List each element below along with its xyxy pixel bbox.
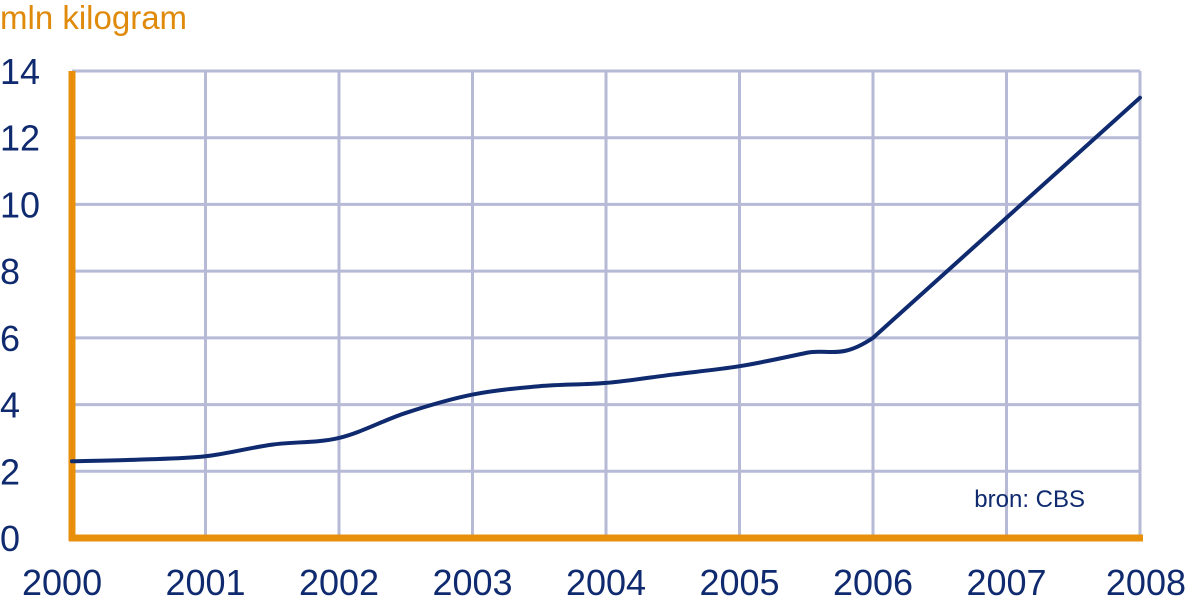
grid [72,69,1142,538]
y-tick-label: 2 [0,451,20,492]
x-tick-label: 2006 [833,562,913,598]
x-tick-label: 2007 [966,562,1046,598]
y-tick-label: 14 [0,51,40,92]
y-tick-label: 10 [0,184,40,225]
x-tick-label: 2003 [432,562,512,598]
series [70,95,1142,464]
x-tick-label: 2004 [566,562,646,598]
x-tick-label: 2008 [1106,562,1186,598]
y-tick-label: 4 [0,385,20,426]
x-tick-label: 2000 [22,562,102,598]
y-axis-unit-label: mln kilogram [0,0,187,36]
tick-labels: 0 2 4 6 8 10 12 14 2000 2001 2002 2003 2004 2005 2006 2… [0,51,1186,598]
y-tick-label: 12 [0,118,40,159]
y-tick-label: 6 [0,318,20,359]
source-label: bron: CBS [974,486,1085,513]
y-tick-label: 8 [0,251,20,292]
x-tick-label: 2001 [165,562,245,598]
y-tick-label: 0 [0,518,20,559]
x-tick-label: 2002 [299,562,379,598]
series-line [70,95,1142,464]
x-tick-label: 2005 [699,562,779,598]
